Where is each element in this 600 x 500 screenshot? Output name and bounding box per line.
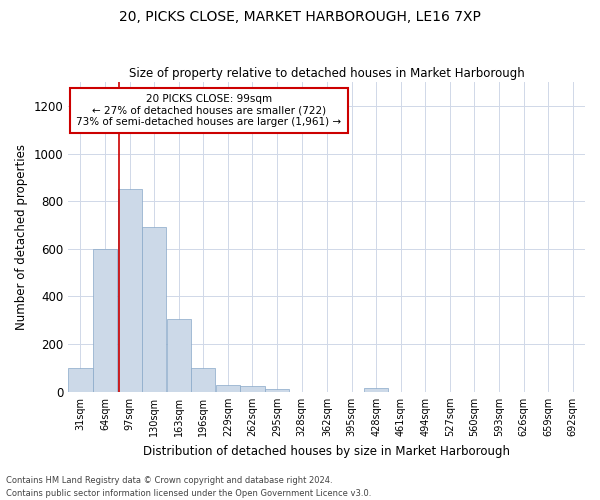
Bar <box>142 228 166 392</box>
X-axis label: Distribution of detached houses by size in Market Harborough: Distribution of detached houses by size … <box>143 444 510 458</box>
Bar <box>118 190 142 392</box>
Text: 20, PICKS CLOSE, MARKET HARBOROUGH, LE16 7XP: 20, PICKS CLOSE, MARKET HARBOROUGH, LE16… <box>119 10 481 24</box>
Bar <box>241 386 265 392</box>
Bar <box>68 368 92 392</box>
Y-axis label: Number of detached properties: Number of detached properties <box>15 144 28 330</box>
Bar <box>364 388 388 392</box>
Bar <box>216 384 240 392</box>
Bar <box>265 390 289 392</box>
Title: Size of property relative to detached houses in Market Harborough: Size of property relative to detached ho… <box>129 66 524 80</box>
Text: Contains HM Land Registry data © Crown copyright and database right 2024.
Contai: Contains HM Land Registry data © Crown c… <box>6 476 371 498</box>
Bar <box>93 249 117 392</box>
Bar <box>191 368 215 392</box>
Text: 20 PICKS CLOSE: 99sqm
← 27% of detached houses are smaller (722)
73% of semi-det: 20 PICKS CLOSE: 99sqm ← 27% of detached … <box>76 94 341 127</box>
Bar <box>167 319 191 392</box>
